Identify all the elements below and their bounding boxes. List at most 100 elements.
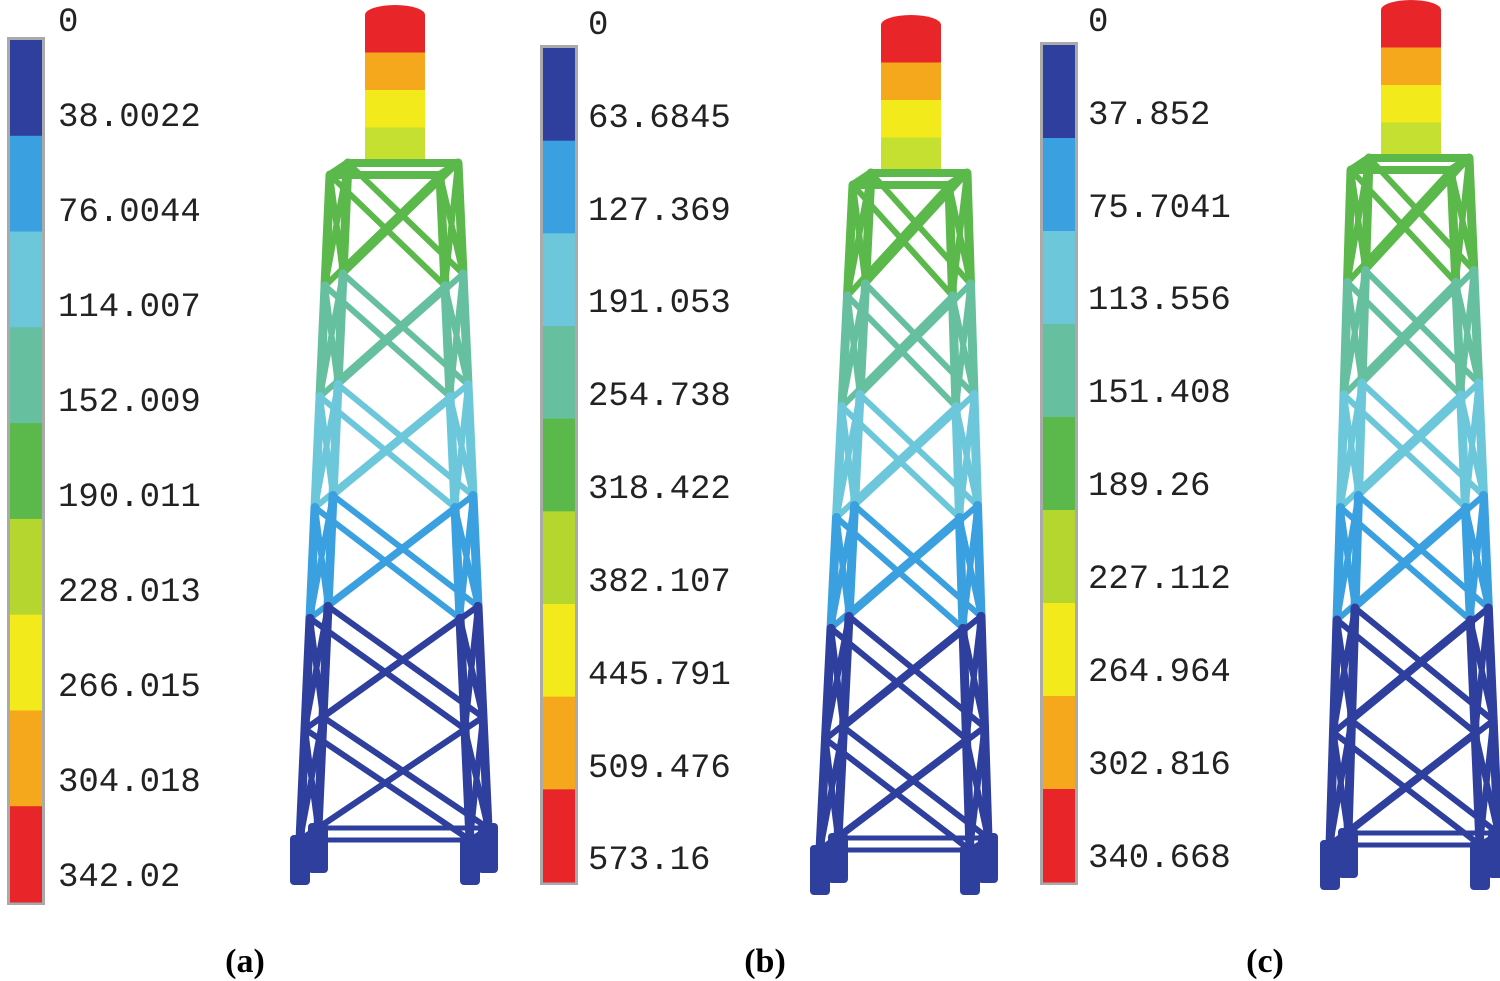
leg <box>815 734 830 855</box>
legend-band <box>10 614 42 711</box>
cylinder-top <box>365 5 425 25</box>
legend-label: 266.015 <box>58 669 201 707</box>
cylinder-band <box>881 62 941 101</box>
pile-sleeve <box>828 833 848 883</box>
legend-label: 152.009 <box>58 384 201 422</box>
leg <box>300 613 315 734</box>
legend-band <box>543 48 575 142</box>
leg <box>1329 615 1342 737</box>
leg <box>435 170 450 291</box>
legend-label: 445.791 <box>588 657 731 695</box>
leg <box>861 168 876 289</box>
pile-sleeve <box>978 833 998 883</box>
cylinder-top <box>881 15 941 35</box>
legend-band <box>543 140 575 234</box>
panel-caption: (a) <box>225 943 265 980</box>
leg <box>1446 165 1461 287</box>
leg <box>826 513 841 633</box>
cylinder-top <box>1381 0 1441 20</box>
legend-label: 113.556 <box>1088 282 1231 320</box>
legend-label: 127.369 <box>588 193 731 231</box>
leg <box>323 491 338 611</box>
leg <box>837 291 852 412</box>
legend-band <box>10 231 42 328</box>
leg <box>318 601 333 722</box>
legend-label: 340.668 <box>1088 840 1231 878</box>
leg <box>839 611 854 732</box>
leg <box>468 491 483 611</box>
leg <box>1361 153 1374 275</box>
legend-label: 76.0044 <box>58 194 201 232</box>
leg <box>1343 165 1356 287</box>
leg <box>1354 378 1367 500</box>
legend-band <box>1043 417 1075 511</box>
legend-label: 227.112 <box>1088 561 1231 599</box>
leg <box>460 724 475 845</box>
brace <box>320 603 481 721</box>
leg <box>320 170 335 291</box>
legend-band <box>1043 696 1075 790</box>
leg <box>455 613 470 734</box>
legend-label: 302.816 <box>1088 747 1231 785</box>
leg <box>962 168 975 289</box>
leg <box>328 380 343 500</box>
legend-band <box>10 710 42 807</box>
cylinder-band <box>365 52 425 91</box>
cylinder-band <box>1381 47 1441 86</box>
legend-band <box>10 327 42 424</box>
legend-label: 114.007 <box>58 289 201 327</box>
legend-label: 191.053 <box>588 285 731 323</box>
leg <box>843 180 858 301</box>
leg <box>1461 503 1475 625</box>
jacket-structure <box>290 5 498 885</box>
color-legend: 0 37.852 75.7041 113.556 151.408 189.26 227.11… <box>1040 4 1231 885</box>
leg <box>1357 266 1370 388</box>
leg <box>445 392 460 512</box>
leg <box>1339 278 1352 400</box>
leg <box>1347 603 1360 725</box>
legend-band <box>1043 789 1075 883</box>
legend-label: 189.26 <box>1088 468 1210 506</box>
leg <box>333 269 348 390</box>
leg <box>969 390 982 510</box>
legend-label: 342.02 <box>58 859 180 897</box>
pile-sleeve <box>290 835 310 885</box>
legend-label: 573.16 <box>588 842 710 880</box>
leg <box>821 623 836 744</box>
legend-band <box>543 326 575 420</box>
legend-label: 0 <box>588 7 608 45</box>
pile-sleeve <box>1338 828 1358 878</box>
leg <box>962 734 975 855</box>
legend-label: 318.422 <box>588 471 731 509</box>
jacket-structure <box>1320 0 1500 890</box>
pile-sleeve <box>960 845 980 895</box>
leg <box>850 390 865 510</box>
cylinder-band <box>365 90 425 129</box>
pile-sleeve <box>1470 840 1490 890</box>
leg <box>833 722 848 843</box>
legend-label: 190.011 <box>58 479 201 517</box>
legend-label: 228.013 <box>58 574 201 612</box>
brace <box>1345 717 1497 836</box>
legend-band <box>1043 510 1075 604</box>
top-frame <box>436 159 462 179</box>
legend-band <box>1043 231 1075 325</box>
leg <box>305 503 320 623</box>
pile-sleeve <box>308 823 328 873</box>
pile-sleeve <box>478 823 498 873</box>
leg <box>980 722 993 843</box>
legend-label: 304.018 <box>58 764 201 802</box>
leg <box>1336 390 1349 512</box>
panel-caption: (b) <box>744 943 786 980</box>
legend-label: 0 <box>1088 4 1108 42</box>
legend-label: 509.476 <box>588 750 731 788</box>
leg <box>440 281 455 402</box>
legend-band <box>543 696 575 790</box>
legend-band <box>1043 324 1075 418</box>
pile-sleeve <box>1320 840 1340 890</box>
leg <box>832 402 847 522</box>
leg <box>450 503 465 623</box>
legend-band <box>543 418 575 512</box>
legend-label: 75.7041 <box>1088 190 1231 228</box>
